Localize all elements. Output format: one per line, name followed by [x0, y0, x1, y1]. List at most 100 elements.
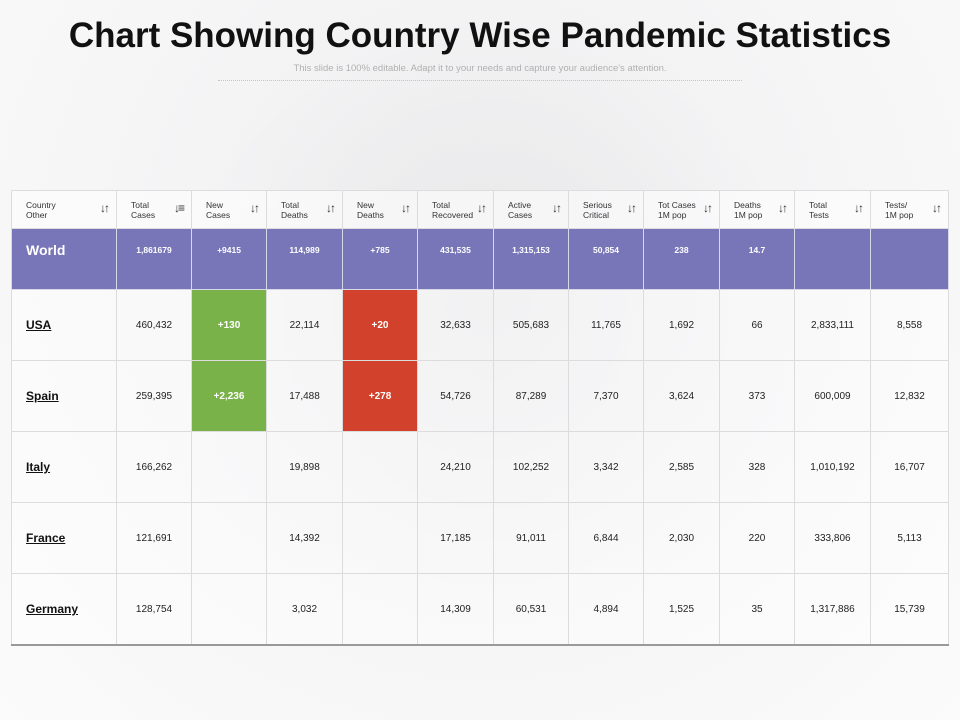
table-cell: 5,113	[870, 502, 949, 574]
column-header-line1: Serious	[583, 199, 612, 210]
statistics-table: Country Other ↓↑ Total Cases ↓≡ New Cases ↓↑ Tota…	[11, 190, 949, 646]
column-header[interactable]: Total Tests ↓↑	[794, 190, 871, 229]
table-cell: 91,011	[493, 502, 569, 574]
table-cell: 220	[719, 502, 795, 574]
world-cell: 1,861679	[116, 228, 192, 290]
table-cell: 600,009	[794, 360, 871, 432]
sort-icon[interactable]: ↓↑	[477, 201, 487, 215]
table-cell: 14,392	[266, 502, 343, 574]
table-row: Germany 128,754 3,032 14,309 60,531 4,894 1,52…	[11, 573, 949, 646]
world-cell: 238	[643, 228, 720, 290]
table-cell: 259,395	[116, 360, 192, 432]
table-cell: 460,432	[116, 289, 192, 361]
table-cell	[191, 502, 267, 574]
table-cell: 1,317,886	[794, 573, 871, 646]
world-cell	[870, 228, 949, 290]
world-cell: +9415	[191, 228, 267, 290]
column-header[interactable]: Tot Cases 1M pop ↓↑	[643, 190, 720, 229]
table-cell: 333,806	[794, 502, 871, 574]
table-cell: 6,844	[568, 502, 644, 574]
world-cell: 431,535	[417, 228, 494, 290]
table-cell: 11,765	[568, 289, 644, 361]
table-cell	[342, 573, 418, 646]
column-header[interactable]: Total Deaths ↓↑	[266, 190, 343, 229]
table-cell: 3,032	[266, 573, 343, 646]
table-cell: 3,342	[568, 431, 644, 503]
sort-icon[interactable]: ↓↑	[703, 201, 713, 215]
table-cell: 87,289	[493, 360, 569, 432]
world-cell: 50,854	[568, 228, 644, 290]
column-header-line1: Tot Cases	[658, 199, 696, 210]
table-cell: 505,683	[493, 289, 569, 361]
column-header-line1: New	[357, 199, 375, 210]
column-header[interactable]: Deaths 1M pop ↓↑	[719, 190, 795, 229]
column-header-line2: 1M pop	[658, 209, 687, 220]
world-cell	[794, 228, 871, 290]
column-header-line1: Total	[809, 199, 827, 210]
column-header[interactable]: New Cases ↓↑	[191, 190, 267, 229]
sort-icon[interactable]: ↓↑	[854, 201, 864, 215]
world-cell: 1,315,153	[493, 228, 569, 290]
sort-icon[interactable]: ↓↑	[401, 201, 411, 215]
table-row: USA 460,432 +130 22,114 +20 32,633 505,683 11,7…	[11, 289, 949, 361]
sort-icon[interactable]: ↓↑	[627, 201, 637, 215]
country-link[interactable]: Spain	[11, 360, 117, 432]
column-header-line2: Cases	[131, 209, 156, 220]
sort-icon[interactable]: ↓↑	[552, 201, 562, 215]
sort-icon[interactable]: ↓↑	[932, 201, 942, 215]
country-link[interactable]: France	[11, 502, 117, 574]
sort-icon[interactable]: ↓↑	[100, 201, 110, 215]
page-subtitle: This slide is 100% editable. Adapt it to…	[293, 63, 667, 74]
world-label: World	[11, 228, 117, 290]
world-total-row: World 1,861679 +9415 114,989 +785 431,535 1,31…	[11, 228, 949, 290]
table-row: Italy 166,262 19,898 24,210 102,252 3,342 2,58…	[11, 431, 949, 503]
column-header[interactable]: New Deaths ↓↑	[342, 190, 418, 229]
column-header-line2: 1M pop	[734, 209, 763, 220]
table-cell: 102,252	[493, 431, 569, 503]
table-cell: +2,236	[191, 360, 267, 432]
column-header[interactable]: Serious Critical ↓↑	[568, 190, 644, 229]
country-link[interactable]: Italy	[11, 431, 117, 503]
world-cell: 14.7	[719, 228, 795, 290]
world-cell: +785	[342, 228, 418, 290]
column-header-line1: Active	[508, 199, 532, 210]
column-header-line2: Tests	[809, 209, 829, 220]
sort-icon[interactable]: ↓↑	[250, 201, 260, 215]
column-header-line2: Deaths	[357, 209, 384, 220]
column-header[interactable]: Active Cases ↓↑	[493, 190, 569, 229]
sort-descending-icon[interactable]: ↓≡	[173, 201, 185, 215]
table-cell: 16,707	[870, 431, 949, 503]
country-link[interactable]: Germany	[11, 573, 117, 646]
table-cell	[342, 502, 418, 574]
column-header[interactable]: Country Other ↓↑	[11, 190, 117, 229]
column-header-line2: Recovered	[432, 209, 474, 220]
column-header[interactable]: Total Cases ↓≡	[116, 190, 192, 229]
column-header-line1: Country	[26, 199, 56, 210]
table-cell: 2,833,111	[794, 289, 871, 361]
table-row: Spain 259,395 +2,236 17,488 +278 54,726 87,289…	[11, 360, 949, 432]
column-header[interactable]: Tests/1M pop ↓↑	[870, 190, 949, 229]
table-cell: 2,030	[643, 502, 720, 574]
table-cell: 54,726	[417, 360, 494, 432]
table-cell: 19,898	[266, 431, 343, 503]
table-cell: 3,624	[643, 360, 720, 432]
table-cell: 7,370	[568, 360, 644, 432]
sort-icon[interactable]: ↓↑	[778, 201, 788, 215]
table-cell: 24,210	[417, 431, 494, 503]
table-cell: 1,692	[643, 289, 720, 361]
column-header-line2: Other	[26, 209, 48, 220]
table-cell: 15,739	[870, 573, 949, 646]
country-link[interactable]: USA	[11, 289, 117, 361]
table-cell: +20	[342, 289, 418, 361]
table-cell: 373	[719, 360, 795, 432]
table-cell: 32,633	[417, 289, 494, 361]
table-cell: 22,114	[266, 289, 343, 361]
world-cell: 114,989	[266, 228, 343, 290]
column-header-line1: Total	[131, 199, 149, 210]
column-header[interactable]: Total Recovered ↓↑	[417, 190, 494, 229]
column-header-line2: Critical	[583, 209, 609, 220]
table-cell	[342, 431, 418, 503]
sort-icon[interactable]: ↓↑	[326, 201, 336, 215]
table-cell: 66	[719, 289, 795, 361]
column-header-line1: Tests/	[885, 199, 908, 210]
